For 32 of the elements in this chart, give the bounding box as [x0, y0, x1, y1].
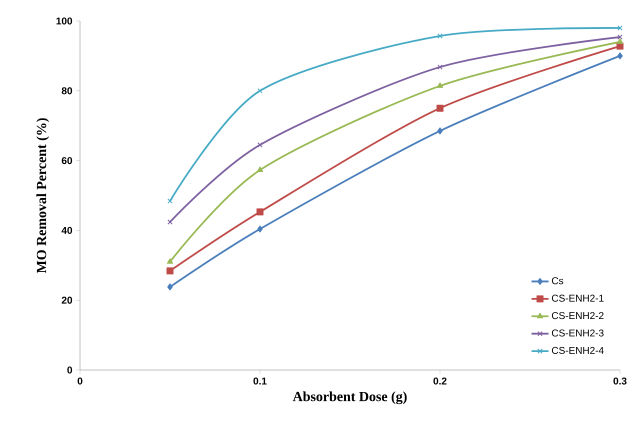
- legend-label: CS-ENH2-4: [552, 346, 604, 354]
- point: [166, 258, 174, 264]
- point: [257, 142, 263, 148]
- legend-label: CS-ENH2-1: [552, 294, 604, 302]
- legend-label: CS-ENH2-3: [552, 329, 604, 337]
- point: [436, 104, 444, 112]
- point: [256, 208, 264, 216]
- point: [437, 127, 443, 134]
- y-tick-label: 0: [67, 366, 72, 374]
- y-tick-label: 40: [62, 226, 72, 234]
- x-axis-title: Absorbent Dose (g): [292, 391, 407, 404]
- legend-label: Cs: [552, 277, 564, 284]
- y-axis-title: MO Removal Percent (%): [36, 118, 50, 274]
- x-tick-label: 0.1: [253, 378, 267, 385]
- point: [437, 33, 443, 39]
- point: [167, 283, 173, 290]
- point: [257, 226, 263, 232]
- point: [257, 88, 263, 94]
- point: [617, 52, 623, 60]
- y-tick-label: 80: [62, 87, 72, 94]
- legend-label: CS-ENH2-2: [552, 312, 604, 320]
- point: [256, 166, 264, 172]
- y-tick-label: 60: [62, 157, 72, 164]
- y-tick-label: 100: [56, 17, 72, 25]
- point: [616, 38, 624, 44]
- y-tick-label: 20: [62, 296, 72, 304]
- x-tick-label: 0.3: [613, 378, 627, 385]
- point: [436, 82, 444, 88]
- x-tick-label: 0: [78, 378, 82, 385]
- point: [166, 267, 174, 274]
- point: [437, 64, 443, 70]
- x-tick-label: 0.2: [433, 378, 447, 385]
